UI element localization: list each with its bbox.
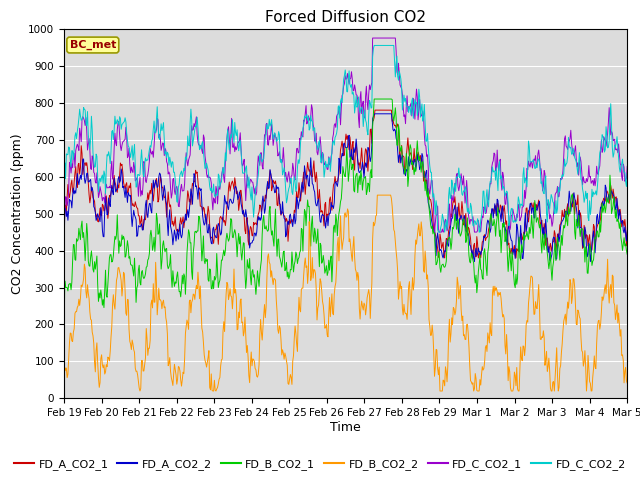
Line: FD_B_CO2_2: FD_B_CO2_2 bbox=[64, 195, 627, 391]
FD_A_CO2_2 bbox=[623, 228, 631, 234]
FD_A_CO2_1 bbox=[431, 232, 439, 238]
FD_A_CO2_2 bbox=[70, 191, 78, 197]
FD_B_CO2_1 bbox=[623, 252, 631, 257]
FD_C_CO2_2 bbox=[128, 143, 136, 148]
FD_A_CO2_1 bbox=[60, 255, 68, 261]
FD_A_CO2_2 bbox=[431, 239, 439, 244]
FD_C_CO2_1 bbox=[60, 229, 68, 235]
FD_A_CO2_1 bbox=[415, 152, 422, 158]
FD_C_CO2_1 bbox=[215, 183, 223, 189]
FD_B_CO2_1 bbox=[371, 96, 378, 102]
FD_B_CO2_1 bbox=[128, 263, 136, 268]
FD_C_CO2_1 bbox=[415, 108, 422, 114]
FD_B_CO2_2 bbox=[70, 326, 78, 332]
FD_B_CO2_1 bbox=[431, 249, 439, 255]
FD_C_CO2_1 bbox=[128, 168, 136, 174]
FD_B_CO2_1 bbox=[70, 242, 78, 248]
Text: BC_met: BC_met bbox=[70, 40, 116, 50]
FD_B_CO2_2 bbox=[374, 192, 381, 198]
Line: FD_A_CO2_1: FD_A_CO2_1 bbox=[64, 110, 627, 258]
Line: FD_A_CO2_2: FD_A_CO2_2 bbox=[64, 114, 627, 262]
X-axis label: Time: Time bbox=[330, 421, 361, 434]
FD_C_CO2_1 bbox=[186, 155, 193, 160]
FD_C_CO2_1 bbox=[623, 164, 631, 169]
FD_B_CO2_2 bbox=[186, 297, 194, 303]
FD_B_CO2_1 bbox=[186, 230, 193, 236]
FD_C_CO2_1 bbox=[431, 220, 439, 226]
FD_C_CO2_1 bbox=[369, 35, 376, 41]
FD_C_CO2_2 bbox=[186, 143, 193, 149]
FD_A_CO2_1 bbox=[186, 199, 193, 205]
Title: Forced Diffusion CO2: Forced Diffusion CO2 bbox=[265, 10, 426, 25]
FD_A_CO2_2 bbox=[128, 224, 136, 229]
FD_B_CO2_2 bbox=[128, 337, 136, 343]
FD_B_CO2_1 bbox=[215, 280, 223, 286]
FD_B_CO2_2 bbox=[432, 347, 440, 352]
FD_C_CO2_2 bbox=[215, 173, 223, 179]
Y-axis label: CO2 Concentration (ppm): CO2 Concentration (ppm) bbox=[11, 133, 24, 294]
FD_A_CO2_2 bbox=[186, 207, 193, 213]
FD_A_CO2_1 bbox=[215, 227, 223, 232]
FD_B_CO2_1 bbox=[415, 157, 422, 163]
FD_A_CO2_1 bbox=[623, 230, 631, 236]
FD_B_CO2_2 bbox=[136, 388, 144, 394]
Legend: FD_A_CO2_1, FD_A_CO2_2, FD_B_CO2_1, FD_B_CO2_2, FD_C_CO2_1, FD_C_CO2_2: FD_A_CO2_1, FD_A_CO2_2, FD_B_CO2_1, FD_B… bbox=[10, 455, 630, 474]
Line: FD_C_CO2_2: FD_C_CO2_2 bbox=[64, 46, 627, 232]
FD_C_CO2_2 bbox=[70, 146, 78, 152]
FD_C_CO2_2 bbox=[415, 86, 422, 92]
FD_C_CO2_2 bbox=[431, 212, 439, 217]
FD_C_CO2_2 bbox=[371, 43, 378, 48]
FD_A_CO2_1 bbox=[70, 179, 78, 184]
FD_B_CO2_2 bbox=[416, 233, 424, 239]
FD_C_CO2_2 bbox=[60, 229, 68, 235]
FD_B_CO2_2 bbox=[623, 380, 631, 386]
FD_A_CO2_2 bbox=[415, 159, 422, 165]
FD_B_CO2_1 bbox=[60, 338, 68, 344]
FD_C_CO2_1 bbox=[70, 151, 78, 156]
FD_A_CO2_2 bbox=[371, 111, 379, 117]
Line: FD_C_CO2_1: FD_C_CO2_1 bbox=[64, 38, 627, 232]
FD_B_CO2_2 bbox=[216, 374, 224, 380]
FD_A_CO2_2 bbox=[60, 259, 68, 264]
FD_A_CO2_2 bbox=[215, 222, 223, 228]
FD_A_CO2_1 bbox=[128, 203, 136, 208]
FD_B_CO2_2 bbox=[60, 380, 68, 386]
Line: FD_B_CO2_1: FD_B_CO2_1 bbox=[64, 99, 627, 341]
FD_C_CO2_2 bbox=[623, 171, 631, 177]
FD_A_CO2_1 bbox=[371, 107, 379, 113]
